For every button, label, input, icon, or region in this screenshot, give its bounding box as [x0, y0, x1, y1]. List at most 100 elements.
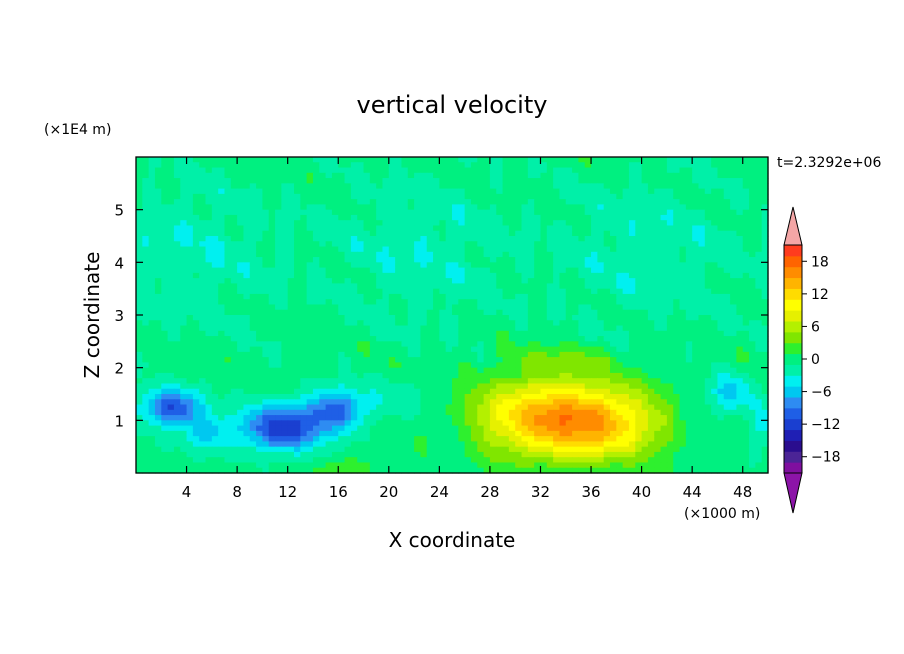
field-cell: [546, 293, 554, 300]
field-cell: [142, 267, 150, 274]
field-cell: [401, 188, 409, 195]
field-cell: [458, 293, 466, 300]
field-cell: [154, 214, 162, 221]
field-cell: [723, 241, 731, 248]
field-cell: [426, 220, 434, 227]
field-cell: [610, 341, 617, 348]
field-cell: [275, 409, 282, 416]
field-cell: [559, 199, 567, 205]
field-cell: [331, 278, 339, 284]
field-cell: [704, 199, 712, 205]
field-cell: [180, 404, 188, 411]
field-cell: [647, 336, 655, 342]
field-cell: [154, 283, 162, 290]
field-cell: [641, 388, 649, 395]
field-cell: [603, 404, 611, 411]
field-cell: [325, 167, 333, 174]
field-cell: [641, 341, 649, 348]
field-cell: [268, 199, 276, 205]
field-cell: [755, 225, 763, 232]
field-cell: [256, 330, 263, 337]
field-cell: [420, 188, 428, 195]
field-cell: [395, 383, 403, 390]
field-cell: [306, 214, 314, 221]
field-cell: [338, 230, 346, 237]
field-cell: [173, 220, 181, 227]
field-cell: [237, 357, 245, 363]
field-cell: [382, 309, 390, 316]
field-cell: [325, 399, 333, 406]
field-cell: [357, 272, 365, 279]
field-cell: [382, 367, 390, 374]
field-cell: [470, 193, 478, 200]
field-cell: [464, 241, 472, 248]
field-cell: [489, 304, 497, 311]
field-cell: [262, 199, 270, 205]
field-cell: [761, 236, 769, 242]
field-cell: [628, 225, 636, 232]
field-cell: [553, 346, 561, 353]
field-cell: [395, 157, 403, 163]
field-cell: [502, 199, 510, 205]
field-cell: [584, 357, 592, 363]
field-cell: [414, 288, 421, 295]
field-cell: [540, 272, 548, 279]
field-cell: [262, 293, 270, 300]
field-cell: [294, 225, 301, 232]
field-cell: [546, 167, 554, 174]
field-cell: [243, 225, 251, 232]
field-cell: [692, 351, 700, 358]
field-cell: [382, 383, 390, 390]
field-cell: [312, 209, 320, 216]
field-cell: [237, 183, 245, 190]
field-cell: [711, 241, 719, 248]
field-cell: [369, 204, 377, 211]
field-cell: [148, 257, 156, 263]
field-cell: [306, 399, 314, 406]
field-cell: [723, 351, 731, 358]
field-cell: [584, 157, 592, 163]
field-cell: [666, 320, 674, 327]
field-cell: [515, 188, 523, 195]
field-cell: [312, 193, 320, 200]
field-cell: [673, 157, 681, 163]
field-cell: [559, 320, 567, 327]
field-cell: [654, 346, 662, 353]
field-cell: [331, 251, 339, 258]
field-cell: [249, 383, 257, 390]
field-cell: [521, 267, 529, 274]
field-cell: [180, 167, 188, 174]
field-cell: [268, 241, 276, 248]
field-cell: [230, 372, 238, 379]
field-cell: [331, 193, 339, 200]
field-cell: [749, 309, 756, 316]
field-cell: [420, 178, 428, 184]
field-cell: [376, 204, 384, 211]
field-cell: [376, 157, 384, 163]
field-cell: [344, 188, 352, 195]
field-cell: [167, 362, 175, 369]
field-cell: [148, 220, 156, 227]
field-cell: [679, 341, 687, 348]
field-cell: [458, 230, 466, 237]
field-cell: [717, 383, 725, 390]
field-cell: [647, 283, 655, 290]
field-cell: [439, 351, 447, 358]
field-cell: [736, 394, 744, 400]
field-cell: [508, 288, 516, 295]
field-cell: [452, 183, 459, 190]
field-cell: [628, 251, 636, 258]
field-cell: [527, 241, 535, 248]
field-cell: [761, 220, 769, 227]
field-cell: [723, 267, 731, 274]
field-cell: [192, 283, 200, 290]
field-cell: [395, 262, 403, 269]
field-cell: [325, 299, 333, 306]
field-cell: [660, 251, 668, 258]
field-cell: [527, 409, 535, 416]
field-cell: [527, 341, 535, 348]
field-cell: [666, 315, 674, 321]
field-cell: [717, 293, 725, 300]
field-cell: [439, 404, 447, 411]
field-cell: [742, 225, 750, 232]
